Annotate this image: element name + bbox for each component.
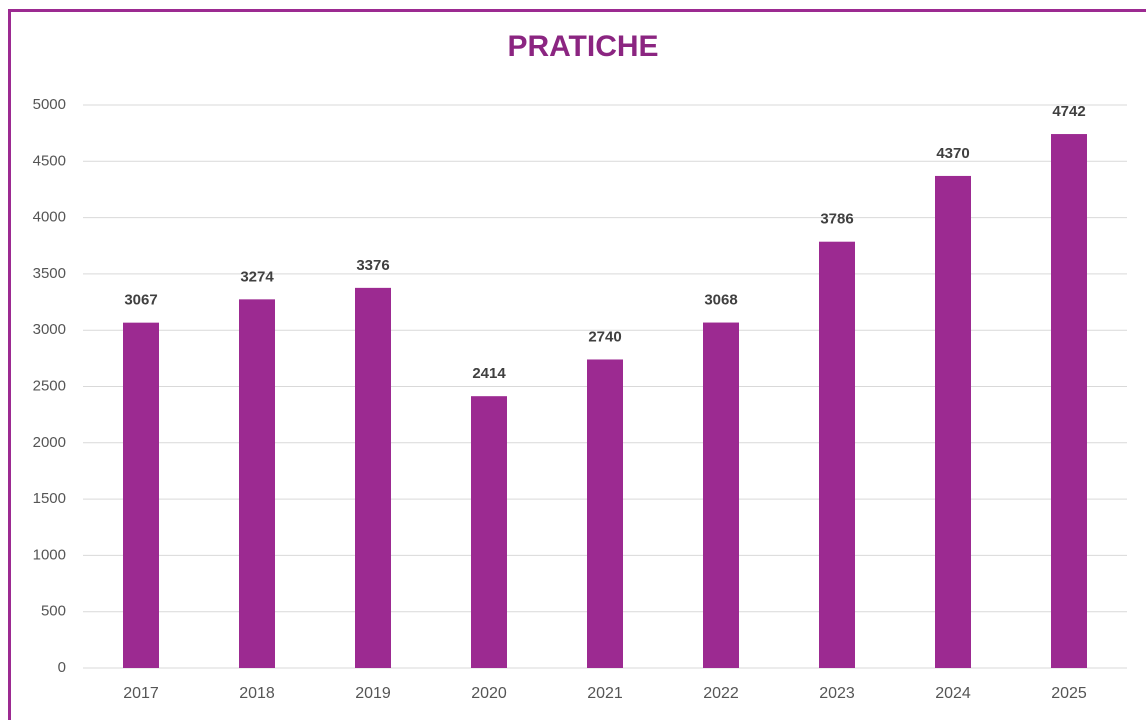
y-tick-label: 3000 <box>33 321 66 338</box>
y-tick-label: 4500 <box>33 152 66 169</box>
data-label: 4370 <box>936 145 969 162</box>
bar <box>703 322 739 668</box>
data-label: 2414 <box>472 365 506 382</box>
y-tick-label: 1500 <box>33 490 66 507</box>
y-tick-label: 500 <box>41 603 66 620</box>
y-tick-label: 2500 <box>33 377 66 394</box>
bar <box>239 299 275 668</box>
x-tick-label: 2019 <box>355 685 391 702</box>
bar <box>587 359 623 668</box>
y-tick-label: 5000 <box>33 96 66 113</box>
data-label: 4742 <box>1052 103 1085 120</box>
data-label: 3067 <box>124 292 157 309</box>
bar <box>123 322 159 668</box>
y-tick-label: 4000 <box>33 209 66 226</box>
data-label: 2740 <box>588 328 621 345</box>
bar <box>935 175 971 669</box>
data-label: 3274 <box>240 268 274 285</box>
x-tick-label: 2018 <box>239 685 275 702</box>
bar <box>471 396 507 668</box>
x-tick-label: 2025 <box>1051 685 1087 702</box>
chart-title: PRATICHE <box>507 30 658 63</box>
bar <box>819 241 855 668</box>
bar <box>355 287 391 668</box>
chart-frame <box>8 9 1146 720</box>
data-label: 3068 <box>704 292 737 309</box>
x-tick-label: 2020 <box>471 685 507 702</box>
y-tick-label: 3500 <box>33 265 66 282</box>
x-tick-label: 2017 <box>123 685 159 702</box>
y-tick-label: 1000 <box>33 546 66 563</box>
data-label: 3786 <box>820 211 853 228</box>
x-tick-label: 2024 <box>935 685 971 702</box>
data-label: 3376 <box>356 257 389 274</box>
x-tick-label: 2021 <box>587 685 623 702</box>
bar <box>1051 134 1087 669</box>
y-tick-label: 0 <box>58 659 66 676</box>
x-tick-label: 2022 <box>703 685 739 702</box>
y-tick-label: 2000 <box>33 434 66 451</box>
x-tick-label: 2023 <box>819 685 855 702</box>
